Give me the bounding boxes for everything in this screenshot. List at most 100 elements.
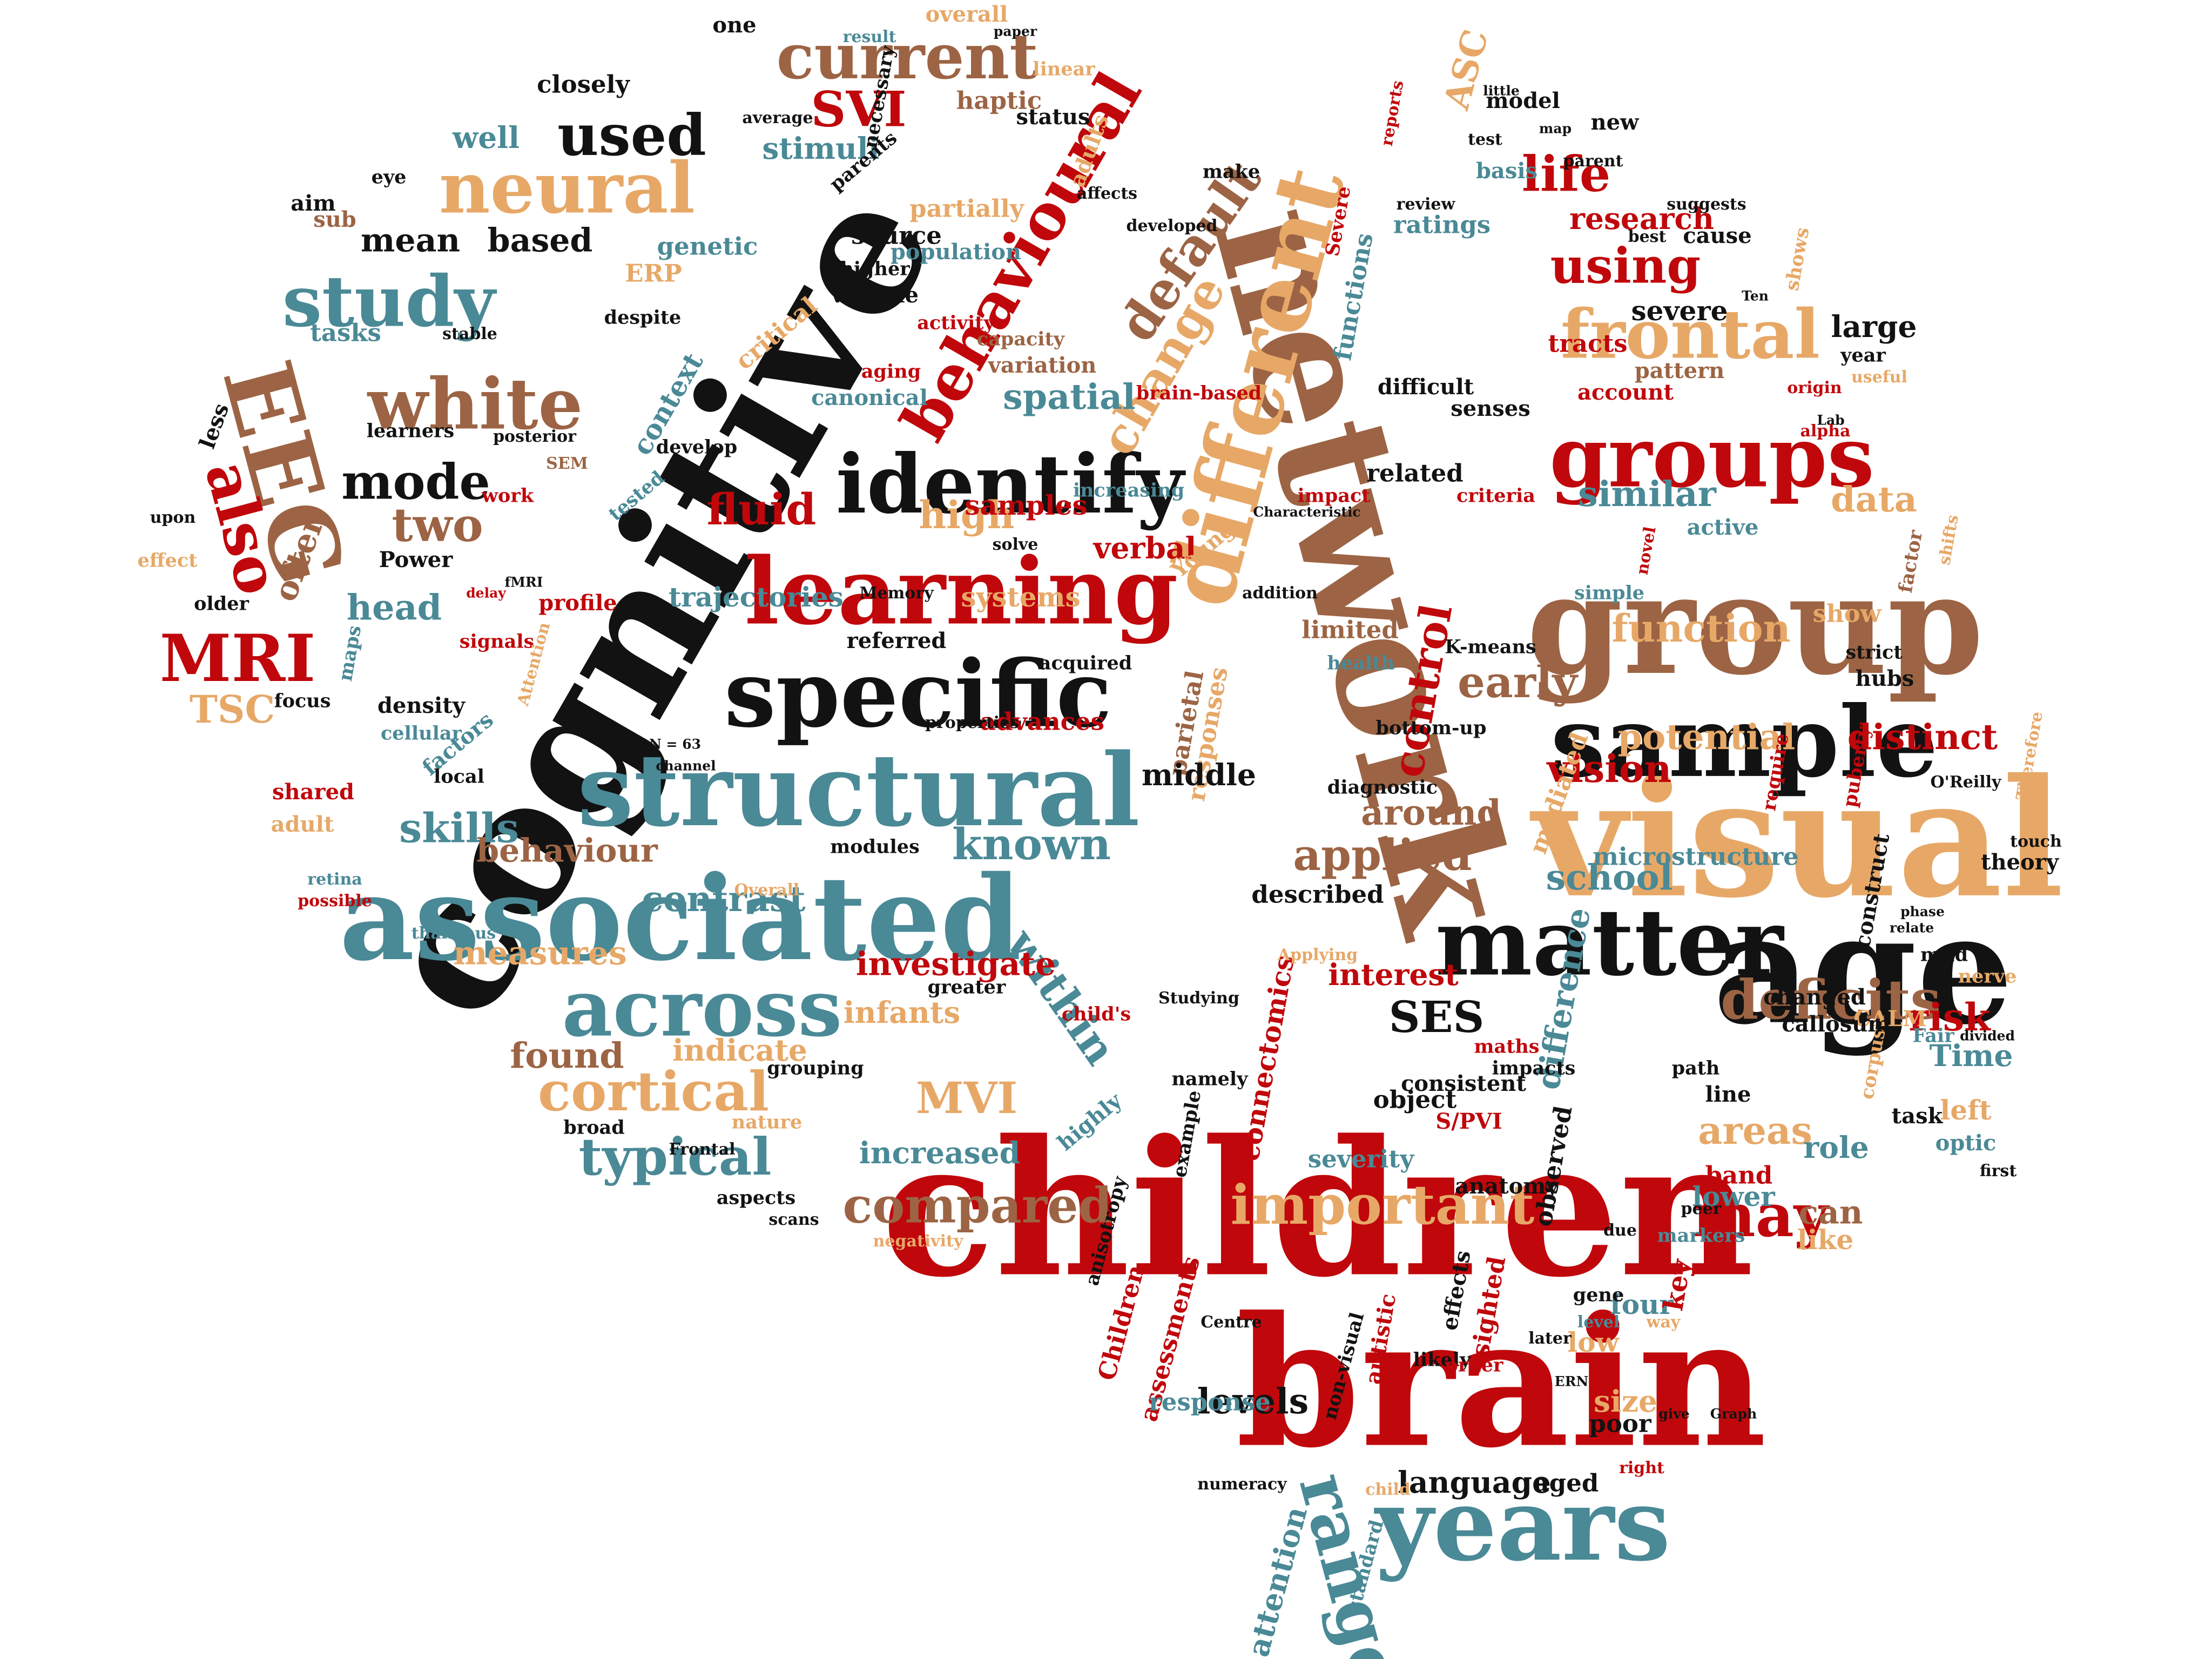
word-suggests: suggests <box>1667 195 1746 214</box>
word-fair: Fair <box>1912 1025 1954 1047</box>
word-oreilly: O'Reilly <box>1931 773 2002 792</box>
word-linear: linear <box>1033 58 1095 80</box>
word-markers: markers <box>1657 1225 1745 1247</box>
word-severe: severe <box>1631 295 1728 327</box>
word-result: result <box>843 28 896 46</box>
word-effect: effect <box>138 550 198 572</box>
word-capacity: capacity <box>977 328 1065 350</box>
word-advances: advances <box>980 707 1104 736</box>
word-theory: theory <box>1981 849 2060 875</box>
word-diagnostic: diagnostic <box>1327 777 1438 799</box>
word-brain: brain <box>1236 1278 1767 1487</box>
word-using: using <box>1550 238 1701 295</box>
word-difficult: difficult <box>1378 374 1474 400</box>
word-nerve: nerve <box>1958 966 2017 988</box>
word-population: population <box>891 239 1021 265</box>
word-maps: maps <box>334 624 366 683</box>
word-verbal: verbal <box>1093 530 1197 565</box>
word-visual: visual <box>1528 743 2064 934</box>
word-focus: focus <box>274 690 331 712</box>
word-low: low <box>1567 1326 1620 1358</box>
word-skills: skills <box>399 805 519 852</box>
word-two: two <box>392 498 483 552</box>
word-cortical: cortical <box>538 1060 769 1123</box>
word-senses: senses <box>1451 396 1530 421</box>
word-frontal: frontal <box>1561 295 1820 374</box>
word-left: left <box>1940 1094 1991 1126</box>
word-phase: phase <box>1900 904 1945 920</box>
word-eye: eye <box>372 166 407 188</box>
word-data: data <box>1831 479 1917 520</box>
word-account: account <box>1577 380 1674 405</box>
word-interest: interest <box>1328 957 1459 992</box>
word-like: like <box>1797 1224 1853 1256</box>
word-anatomy: anatomy <box>1455 1174 1559 1199</box>
word-child: child <box>1365 1480 1411 1499</box>
word-research: research <box>1569 201 1714 236</box>
word-response: response <box>1149 1388 1271 1417</box>
word-used: used <box>557 102 706 168</box>
word-attention: attention <box>1240 1503 1314 1659</box>
word-upon: upon <box>150 508 196 527</box>
word-important: important <box>1231 1173 1535 1237</box>
word-grouping: grouping <box>767 1057 864 1080</box>
word-around: around <box>1361 792 1501 833</box>
word-compared: compared <box>843 1177 1112 1235</box>
word-peer: peer <box>1681 1199 1722 1218</box>
word-develop: develop <box>656 436 737 458</box>
word-ten: Ten <box>1742 288 1769 304</box>
word-genetic: genetic <box>657 232 758 261</box>
word-well: well <box>452 120 520 155</box>
word-middle: middle <box>1142 757 1256 792</box>
word-work: work <box>481 485 534 507</box>
word-similar: similar <box>1578 474 1717 515</box>
word-group: group <box>1527 544 1984 706</box>
word-impact: impact <box>1298 485 1371 507</box>
word-large: large <box>1831 309 1917 344</box>
word-high: high <box>919 493 1014 537</box>
word-optic: optic <box>1936 1130 1997 1156</box>
word-fmri: fMRI <box>505 575 543 590</box>
word-mvi: MVI <box>916 1073 1017 1123</box>
word-current: current <box>777 21 1038 93</box>
word-namely: namely <box>1171 1068 1249 1090</box>
word-stable: stable <box>442 325 497 343</box>
word-signals: signals <box>460 631 535 653</box>
word-head: head <box>347 587 442 628</box>
word-poor: poor <box>1589 1410 1651 1438</box>
word-gene: gene <box>1573 1284 1624 1306</box>
word-parent: parent <box>1563 152 1623 171</box>
word-mean: mean <box>361 222 460 260</box>
word-spvi: S/PVI <box>1435 1109 1502 1134</box>
word-best: best <box>1628 227 1667 246</box>
word-limited: limited <box>1301 616 1399 644</box>
word-closely: closely <box>537 70 631 99</box>
word-svi: SVI <box>811 81 907 138</box>
word-levels: levels <box>1197 1381 1309 1422</box>
word-increasing: increasing <box>1073 480 1184 502</box>
word-sample: sample <box>1550 685 1938 799</box>
word-profile: profile <box>538 590 617 616</box>
word-strict: strict <box>1845 642 1902 664</box>
word-new: new <box>1591 110 1640 135</box>
word-matter: matter <box>1435 889 1785 997</box>
word-related: related <box>1366 459 1463 488</box>
word-overall2: Overall <box>734 881 800 900</box>
word-mode: mode <box>341 454 490 511</box>
word-potential: potential <box>1618 717 1796 758</box>
word-erp: ERP <box>625 259 682 288</box>
word-likely: likely <box>1413 1349 1472 1371</box>
word-variation: variation <box>988 353 1097 378</box>
word-posterior: posterior <box>493 427 577 446</box>
word-infants: infants <box>844 995 961 1030</box>
word-contrast: contrast <box>642 879 805 920</box>
word-relate: relate <box>1890 920 1934 936</box>
word-role: role <box>1803 1130 1869 1165</box>
word-studying: Studying <box>1158 989 1239 1008</box>
word-distinct: distinct <box>1847 717 1998 758</box>
word-years: years <box>1374 1466 1671 1583</box>
word-negativity: negativity <box>873 1232 964 1251</box>
word-n63: N = 63 <box>649 737 701 752</box>
word-useful: useful <box>1851 368 1907 387</box>
